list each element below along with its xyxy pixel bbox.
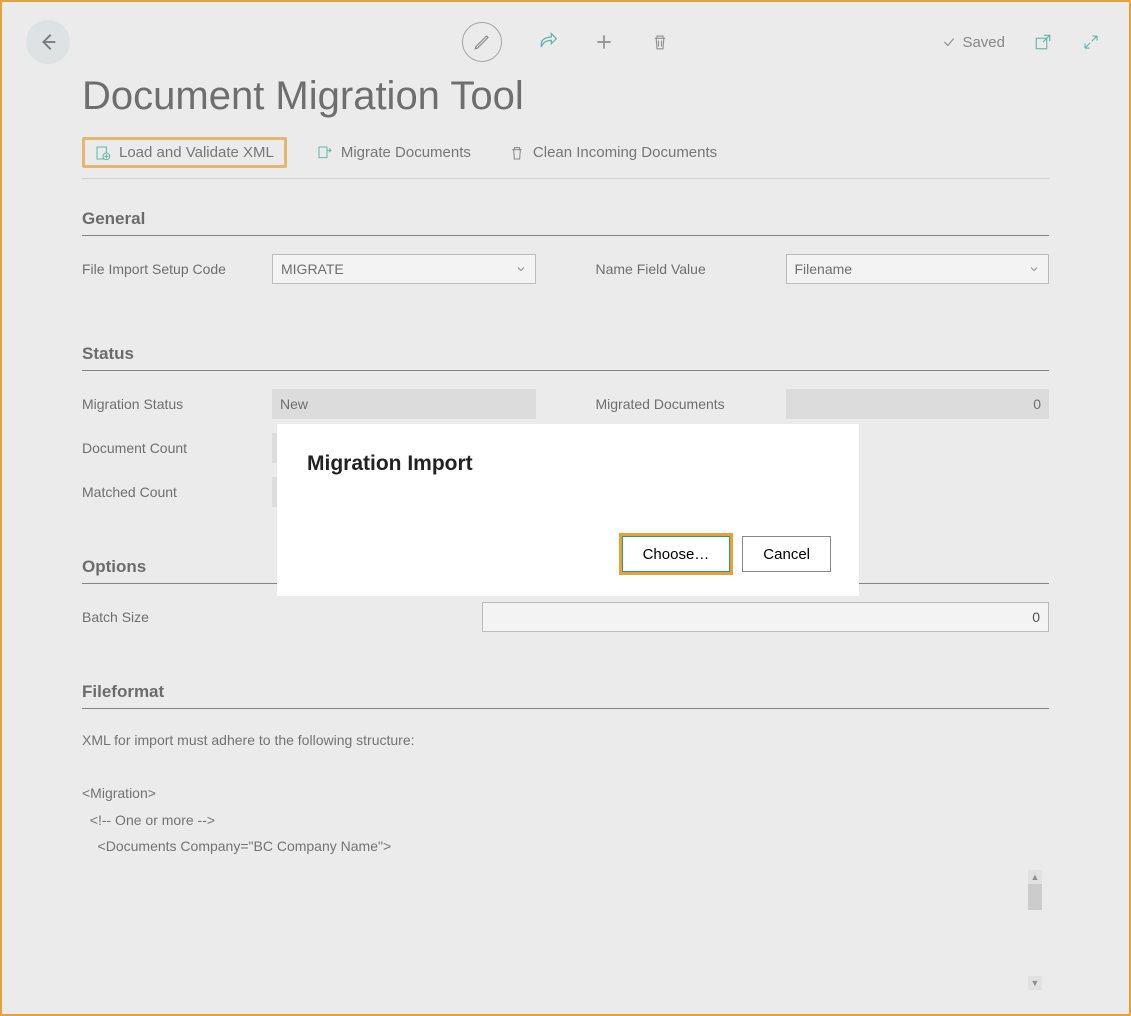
delete-button[interactable] <box>650 32 670 52</box>
scroll-thumb[interactable] <box>1028 884 1042 910</box>
arrow-left-icon <box>37 31 59 53</box>
name-field-value-select[interactable]: Filename <box>786 254 1050 284</box>
section-status: Status <box>82 344 1049 371</box>
share-button[interactable] <box>538 32 558 52</box>
file-import-setup-code-label: File Import Setup Code <box>82 261 272 277</box>
xml-icon <box>95 145 111 161</box>
name-field-value-value: Filename <box>795 261 853 277</box>
migration-status-value: New <box>272 389 536 419</box>
trash-icon <box>651 32 669 52</box>
matched-count-label: Matched Count <box>82 484 272 500</box>
action-bar: Load and Validate XML Migrate Documents … <box>82 137 1049 179</box>
back-button[interactable] <box>26 20 70 64</box>
choose-button[interactable]: Choose… <box>622 536 731 572</box>
section-fileformat: Fileformat <box>82 682 1049 709</box>
migrated-documents-value: 0 <box>786 389 1050 419</box>
batch-size-input[interactable]: 0 <box>482 602 1049 632</box>
name-field-value-label: Name Field Value <box>596 261 786 277</box>
popout-icon <box>1034 33 1052 51</box>
batch-size-label: Batch Size <box>82 609 482 625</box>
migrated-documents-label: Migrated Documents <box>596 396 786 412</box>
top-toolbar: Saved <box>2 14 1129 70</box>
clean-action[interactable]: Clean Incoming Documents <box>501 137 725 168</box>
scroll-down-icon[interactable]: ▼ <box>1028 976 1042 990</box>
fileformat-scrollbar[interactable]: ▲ ▼ <box>1027 870 1043 990</box>
load-validate-action[interactable]: Load and Validate XML <box>82 137 287 168</box>
dialog-title: Migration Import <box>307 452 829 476</box>
chevron-down-icon <box>515 263 527 275</box>
saved-label: Saved <box>962 34 1005 51</box>
check-icon <box>942 35 956 49</box>
pencil-icon <box>473 33 491 51</box>
page-title: Document Migration Tool <box>82 74 1049 119</box>
new-button[interactable] <box>594 32 614 52</box>
expand-button[interactable] <box>1081 32 1101 52</box>
share-icon <box>538 32 558 52</box>
migration-import-dialog: Migration Import Choose… Cancel <box>277 424 859 596</box>
saved-indicator: Saved <box>942 34 1005 51</box>
migrate-icon <box>317 145 333 161</box>
chevron-down-icon <box>1028 263 1040 275</box>
expand-icon <box>1082 33 1100 51</box>
clean-icon <box>509 145 525 161</box>
clean-label: Clean Incoming Documents <box>533 144 717 161</box>
file-import-setup-code-value: MIGRATE <box>281 261 344 277</box>
file-import-setup-code-select[interactable]: MIGRATE <box>272 254 536 284</box>
cancel-button[interactable]: Cancel <box>742 536 831 572</box>
edit-button[interactable] <box>462 22 502 62</box>
plus-icon <box>594 32 614 52</box>
migrate-label: Migrate Documents <box>341 144 471 161</box>
scroll-up-icon[interactable]: ▲ <box>1028 870 1042 884</box>
migration-status-label: Migration Status <box>82 396 272 412</box>
section-general: General <box>82 209 1049 236</box>
migrate-action[interactable]: Migrate Documents <box>309 137 479 168</box>
popout-button[interactable] <box>1033 32 1053 52</box>
load-validate-label: Load and Validate XML <box>119 144 274 161</box>
fileformat-text: XML for import must adhere to the follow… <box>82 727 1049 860</box>
document-count-label: Document Count <box>82 440 272 456</box>
